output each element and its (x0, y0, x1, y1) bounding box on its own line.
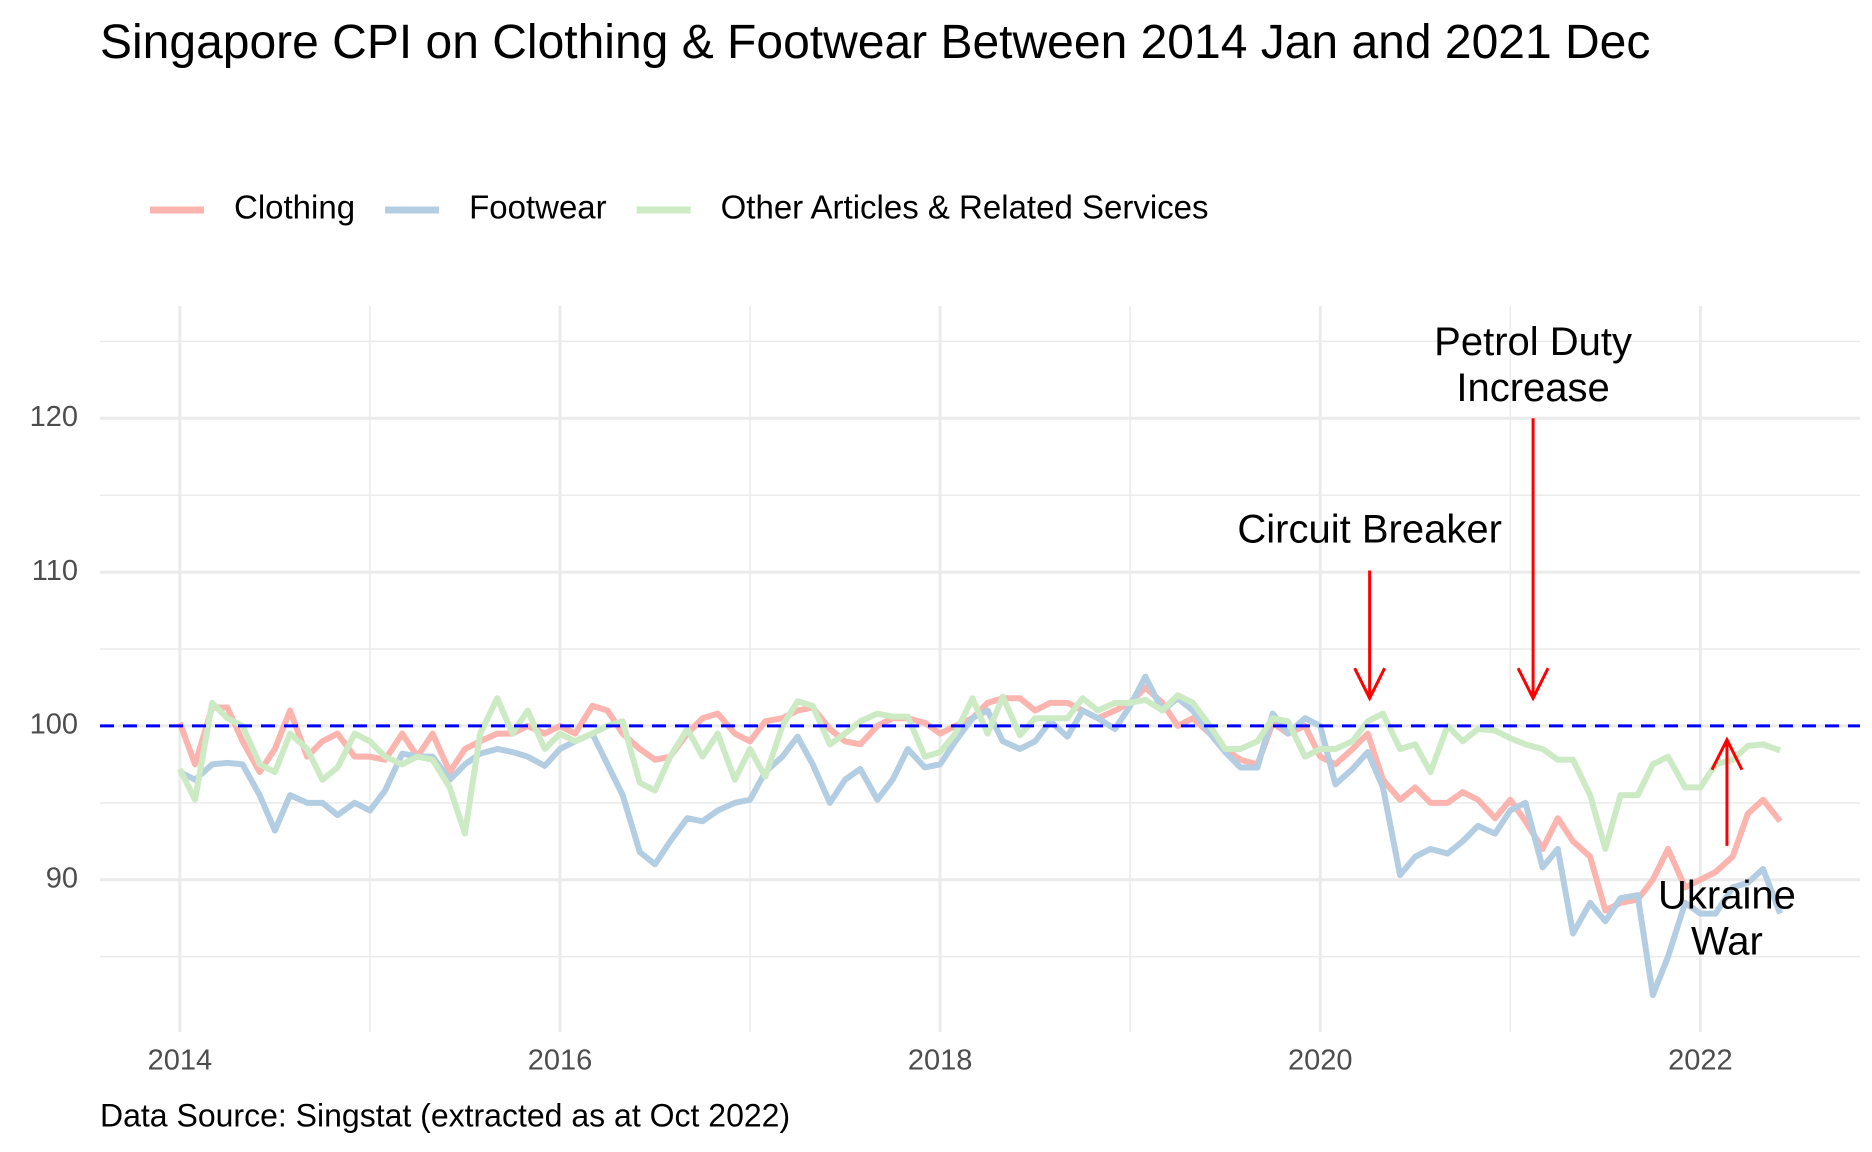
series-line (177, 692, 1782, 852)
x-tick-label: 2014 (148, 1045, 213, 1077)
caption: Data Source: Singstat (extracted as at O… (100, 1097, 790, 1133)
x-tick-label: 2022 (1668, 1045, 1733, 1077)
chart-title: Singapore CPI on Clothing & Footwear Bet… (100, 16, 1651, 69)
x-tick-label: 2016 (528, 1045, 593, 1077)
annotation-label: Petrol Duty (1434, 320, 1632, 364)
y-tick-label: 110 (32, 555, 78, 587)
y-tick-label: 100 (30, 709, 78, 741)
legend-label: Other Articles & Related Services (721, 189, 1209, 226)
arrow-head (1353, 667, 1386, 702)
arrow-head (1516, 667, 1550, 702)
y-tick-label: 120 (30, 401, 78, 433)
arrow-head (1710, 736, 1744, 771)
x-tick-label: 2018 (908, 1045, 973, 1077)
x-tick-label: 2020 (1288, 1045, 1353, 1077)
annotation-label: Increase (1456, 366, 1609, 410)
legend-label: Clothing (234, 189, 355, 226)
annotation-label: Circuit Breaker (1237, 508, 1502, 552)
annotation-label: Ukraine (1658, 874, 1796, 918)
legend-label: Footwear (469, 189, 607, 226)
y-tick-label: 90 (46, 862, 78, 894)
annotation-label: War (1691, 920, 1763, 964)
